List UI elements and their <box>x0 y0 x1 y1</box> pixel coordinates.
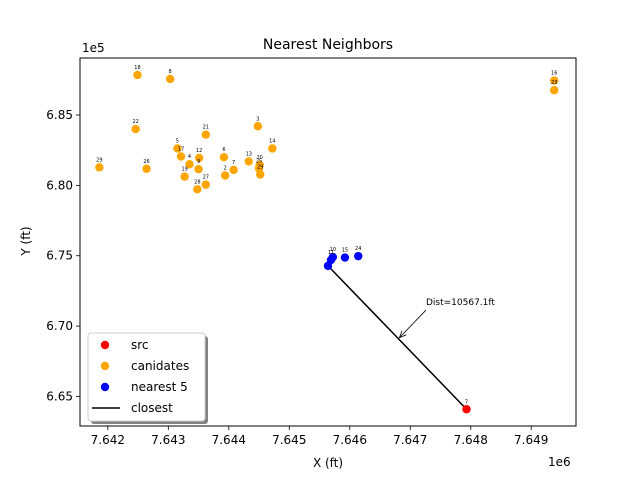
plot-area: 7.642 7.643 7.644 7.645 7.646 7.647 7.648 7.649… <box>46 57 577 447</box>
point-label: 29 <box>96 157 102 163</box>
point-label: 26 <box>143 159 149 165</box>
point-label: 4 <box>188 154 191 160</box>
point-label: 18 <box>134 65 140 71</box>
x-tick-label: 7.642 <box>91 433 125 447</box>
point-canidates <box>268 144 277 153</box>
point-canidates <box>253 122 263 131</box>
x-tick-label: 7.644 <box>212 433 246 447</box>
point-canidates <box>244 157 253 166</box>
legend-label: nearest 5 <box>131 380 188 394</box>
y-tick-label: 6.70 <box>46 319 73 333</box>
point-label: 17 <box>178 147 184 153</box>
y-tick-label: 6.75 <box>46 249 73 263</box>
point-label: 23 <box>551 80 557 86</box>
point-canidates <box>550 76 559 85</box>
point-canidates <box>256 170 265 179</box>
point-label: 8 <box>169 69 172 75</box>
point-nearest-5 <box>323 261 333 271</box>
point-label: 5 <box>176 138 179 144</box>
point-label: 24 <box>355 246 361 252</box>
point-canidates <box>193 185 202 194</box>
point-label: 29 <box>257 165 263 171</box>
point-label: 14 <box>269 138 275 144</box>
point-label: 7 <box>465 399 468 405</box>
point-canidates <box>173 144 182 153</box>
point-canidates <box>229 165 238 175</box>
annotation-arrow <box>399 309 427 339</box>
point-canidates <box>176 152 186 161</box>
point-label: 13 <box>246 151 252 157</box>
point-canidates <box>201 180 211 189</box>
chart-title: Nearest Neighbors <box>263 37 393 53</box>
point-label: 9 <box>197 159 200 165</box>
point-label: 27 <box>203 175 209 181</box>
legend-marker <box>100 361 110 371</box>
legend-marker <box>100 382 110 392</box>
legend: src canidates nearest 5 closest <box>87 332 208 424</box>
legend-label: canidates <box>131 359 189 373</box>
y-tick-label: 6.80 <box>46 178 73 192</box>
point-canidates <box>219 153 229 162</box>
point-canidates <box>194 153 204 163</box>
point-canidates <box>185 160 194 169</box>
annotation-arrowhead <box>398 330 407 339</box>
x-tick-label: 7.643 <box>151 433 185 447</box>
annotation-text: Dist=10567.1ft <box>426 298 495 308</box>
point-label: 12 <box>196 148 202 154</box>
point-label: 19 <box>181 167 187 173</box>
legend-label: src <box>131 338 149 352</box>
point-nearest-5 <box>340 253 350 262</box>
point-src <box>462 405 471 414</box>
x-axis-multiplier: 1e6 <box>548 455 571 469</box>
point-label: 25 <box>256 158 262 164</box>
point-canidates <box>220 171 230 180</box>
point-label: 16 <box>551 71 557 77</box>
point-canidates <box>550 86 559 95</box>
y-axis-label: Y (ft) <box>19 226 33 256</box>
x-tick-label: 7.648 <box>454 433 488 447</box>
point-label: 21 <box>203 125 209 131</box>
point-label: 15 <box>342 248 348 254</box>
closest-line <box>327 265 468 410</box>
x-tick-label: 7.645 <box>272 433 306 447</box>
y-tick-label: 6.65 <box>46 389 73 403</box>
point-canidates <box>165 74 175 84</box>
legend-marker <box>100 340 110 350</box>
point-canidates <box>131 124 140 134</box>
x-tick-label: 7.647 <box>393 433 427 447</box>
x-tick-label: 7.649 <box>514 433 548 447</box>
plot-frame <box>79 57 577 427</box>
point-canidates <box>133 70 142 80</box>
legend-label: closest <box>131 401 173 415</box>
point-label: 3 <box>256 116 259 122</box>
point-label: 11 <box>328 250 334 256</box>
point-label: 6 <box>222 147 225 153</box>
y-axis-multiplier: 1e5 <box>82 41 105 55</box>
point-canidates <box>180 172 189 181</box>
point-label: 22 <box>132 119 138 125</box>
point-label: 28 <box>194 179 200 185</box>
point-canidates <box>194 164 203 174</box>
x-axis-label: X (ft) <box>313 456 343 470</box>
point-canidates <box>95 163 104 172</box>
point-label: 20 <box>256 155 262 161</box>
legend-box <box>87 332 206 422</box>
point-label: 7 <box>232 160 235 166</box>
point-canidates <box>201 130 211 139</box>
point-label: 10 <box>330 247 336 253</box>
point-label: 2 <box>224 166 227 172</box>
point-canidates <box>142 164 151 173</box>
y-tick-label: 6.85 <box>46 108 73 122</box>
point-nearest-5 <box>354 251 363 261</box>
x-tick-label: 7.646 <box>333 433 367 447</box>
